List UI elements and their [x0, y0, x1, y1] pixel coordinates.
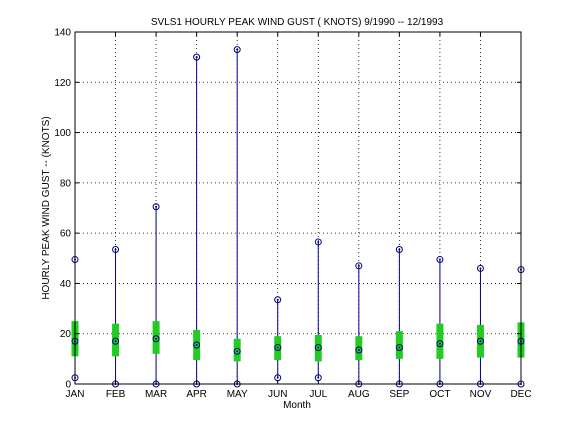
max-marker-dot: [195, 56, 198, 59]
x-tick-label: MAR: [145, 389, 167, 400]
box-feb: [112, 245, 120, 388]
median-marker: [112, 337, 120, 345]
median-marker-dot: [479, 340, 482, 343]
x-tick-label: JAN: [66, 389, 85, 400]
y-tick-label: 20: [60, 329, 72, 340]
y-tick-label: 0: [65, 380, 71, 391]
median-marker-dot: [155, 337, 158, 340]
x-tick-label: SEP: [389, 389, 409, 400]
x-tick-label: APR: [186, 389, 207, 400]
max-marker: [436, 256, 444, 264]
max-marker: [274, 296, 282, 304]
y-axis-ticks: 0 20 40 60 80 100 120 140: [54, 28, 521, 391]
iqr-box: [233, 338, 241, 362]
max-marker-dot: [236, 48, 239, 51]
x-tick-label: NOV: [470, 389, 492, 400]
max-marker: [355, 262, 363, 270]
iqr-box: [112, 323, 120, 357]
median-marker: [233, 347, 241, 355]
max-marker-dot: [155, 205, 158, 208]
max-marker: [233, 46, 241, 54]
y-tick-label: 80: [60, 178, 72, 189]
x-tick-label: AUG: [348, 389, 370, 400]
x-tick-label: FEB: [106, 389, 126, 400]
y-tick-label: 40: [60, 279, 72, 290]
median-marker: [476, 337, 484, 345]
median-marker: [355, 346, 363, 354]
median-marker-dot: [114, 340, 117, 343]
max-marker-dot: [479, 267, 482, 270]
box-may: [233, 46, 241, 388]
y-tick-label: 60: [60, 229, 72, 240]
y-tick-label: 100: [54, 128, 71, 139]
y-tick-label: 140: [54, 28, 71, 39]
box-mar: [152, 203, 160, 388]
min-marker-dot: [317, 376, 320, 379]
median-marker-dot: [195, 344, 198, 347]
median-marker-dot: [276, 346, 279, 349]
max-marker: [476, 264, 484, 272]
median-marker-dot: [398, 346, 401, 349]
max-marker: [193, 53, 201, 61]
max-marker: [152, 203, 160, 211]
median-marker: [314, 344, 322, 352]
max-marker-dot: [114, 248, 117, 251]
max-marker-dot: [398, 248, 401, 251]
box-apr: [193, 53, 201, 388]
max-marker-dot: [317, 240, 320, 243]
x-axis-label: Month: [283, 400, 311, 411]
x-tick-label: MAY: [227, 389, 248, 400]
box-sep: [395, 245, 403, 388]
median-marker-dot: [236, 350, 239, 353]
median-marker: [274, 344, 282, 352]
plot-frame: [74, 31, 522, 385]
iqr-box: [152, 321, 160, 354]
median-marker: [152, 335, 160, 343]
median-marker: [436, 340, 444, 348]
x-tick-label: OCT: [429, 389, 450, 400]
chart-title: SVLS1 HOURLY PEAK WIND GUST ( KNOTS) 9/1…: [151, 17, 444, 28]
max-marker-dot: [357, 264, 360, 267]
box-nov: [476, 264, 484, 388]
grid-lines: [75, 32, 521, 384]
y-axis-label: HOURLY PEAK WIND GUST -- (KNOTS): [41, 116, 52, 299]
max-marker-dot: [276, 298, 279, 301]
y-tick-label: 120: [54, 78, 71, 89]
median-marker-dot: [317, 346, 320, 349]
x-tick-label: DEC: [510, 389, 531, 400]
iqr-box: [355, 336, 363, 361]
x-tick-label: JUN: [268, 389, 287, 400]
max-marker: [112, 245, 120, 253]
box-aug: [355, 262, 363, 388]
box-jun: [274, 296, 282, 382]
box-series: [71, 46, 525, 388]
max-marker: [395, 245, 403, 253]
x-tick-label: JUL: [309, 389, 327, 400]
max-marker-dot: [438, 258, 441, 261]
min-marker-dot: [276, 376, 279, 379]
median-marker-dot: [357, 349, 360, 352]
median-marker-dot: [438, 342, 441, 345]
box-oct: [436, 256, 444, 388]
max-marker: [314, 238, 322, 246]
median-marker: [395, 344, 403, 352]
median-marker: [193, 341, 201, 349]
box-jul: [314, 238, 322, 382]
x-axis-ticks: JAN FEB MAR APR MAY JUN JUL AUG SEP OCT NOV DEC: [66, 32, 532, 400]
